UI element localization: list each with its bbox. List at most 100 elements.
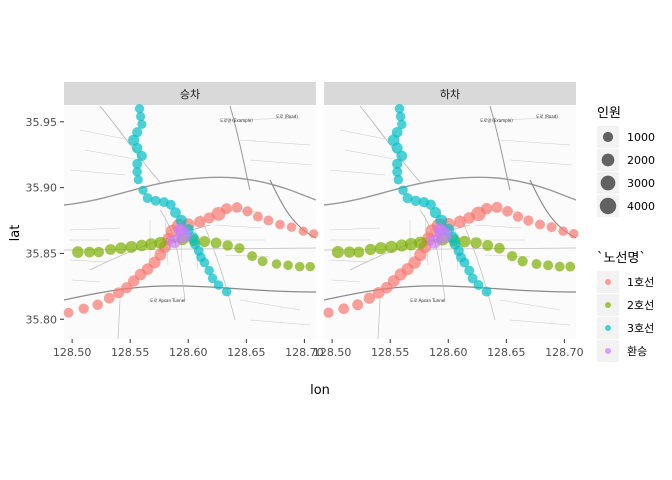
x-tick-label: 128.60 xyxy=(429,346,468,359)
point-2호선 xyxy=(364,243,377,256)
x-tick-label: 128.65 xyxy=(227,346,266,359)
point-2호선 xyxy=(374,242,387,255)
point-3호선 xyxy=(134,104,145,114)
x-tick-label: 128.50 xyxy=(53,346,92,359)
point-1호선 xyxy=(113,287,125,299)
point-3호선 xyxy=(136,111,146,122)
point-3호선 xyxy=(392,166,403,177)
point-3호선 xyxy=(213,280,224,290)
point-2호선 xyxy=(115,242,127,254)
point-1호선 xyxy=(252,211,263,222)
size-legend-label: 2000 xyxy=(627,154,655,167)
point-1호선 xyxy=(363,292,375,304)
size-legend-label: 4000 xyxy=(627,200,655,213)
point-2호선 xyxy=(93,246,105,258)
point-2호선 xyxy=(210,237,222,249)
y-tick-label: 35.80 xyxy=(26,313,58,326)
point-2호선 xyxy=(331,246,344,259)
point-3호선 xyxy=(138,185,148,195)
point-1호선 xyxy=(286,222,297,232)
point-3호선 xyxy=(481,286,492,297)
x-tick-label: 128.50 xyxy=(313,346,352,359)
point-2호선 xyxy=(494,242,505,254)
point-3호선 xyxy=(410,195,421,206)
x-axis-title: lon xyxy=(310,383,330,398)
point-3호선 xyxy=(425,199,436,210)
point-2호선 xyxy=(470,237,482,249)
point-2호선 xyxy=(136,239,148,252)
point-3호선 xyxy=(464,265,475,276)
point-2호선 xyxy=(154,236,167,249)
point-3호선 xyxy=(391,142,403,154)
strip-label: 승차 xyxy=(180,88,200,101)
x-tick-label: 128.55 xyxy=(371,346,410,359)
size-legend-label: 3000 xyxy=(627,177,655,190)
svg-text:도로 (Road): 도로 (Road) xyxy=(536,114,558,119)
size-legend: 인원 1000 2000 3000 4000 xyxy=(597,106,655,217)
point-1호선 xyxy=(568,228,579,239)
point-3호선 xyxy=(207,273,218,284)
point-3호선 xyxy=(396,150,408,162)
point-1호선 xyxy=(546,222,557,233)
point-2호선 xyxy=(247,251,258,262)
point-1호선 xyxy=(121,282,133,294)
size-legend-circle xyxy=(602,131,614,143)
point-2호선 xyxy=(234,243,245,254)
point-3호선 xyxy=(221,286,232,297)
color-legend-label: 1호선 xyxy=(627,276,654,289)
size-legend-circle xyxy=(599,197,617,215)
point-1호선 xyxy=(453,215,466,228)
size-legend-circle xyxy=(601,153,615,167)
point-2호선 xyxy=(385,240,398,254)
point-2호선 xyxy=(305,261,315,272)
point-1호선 xyxy=(558,226,568,236)
color-legend-label: 2호선 xyxy=(627,299,654,312)
point-1호선 xyxy=(480,203,493,215)
point-2호선 xyxy=(517,256,528,267)
point-1호선 xyxy=(352,299,364,311)
point-2호선 xyxy=(125,240,138,253)
point-3호선 xyxy=(133,175,143,185)
point-3호선 xyxy=(394,103,405,114)
point-2호선 xyxy=(257,256,268,267)
point-3호선 xyxy=(131,142,143,154)
point-1호선 xyxy=(338,303,350,315)
point-1호선 xyxy=(221,203,233,215)
point-2호선 xyxy=(343,246,356,258)
point-1호선 xyxy=(263,215,274,226)
point-2호선 xyxy=(283,260,293,271)
point-2호선 xyxy=(404,237,418,251)
point-2호선 xyxy=(271,259,282,269)
strip-background xyxy=(64,82,316,105)
y-tick-label: 35.95 xyxy=(26,116,58,129)
x-tick-label: 128.65 xyxy=(487,346,526,359)
y-tick-label: 35.85 xyxy=(26,247,58,260)
point-2호선 xyxy=(554,261,565,272)
svg-text:도로 Apsan Tunnel: 도로 Apsan Tunnel xyxy=(150,298,185,303)
points-layer-alighting xyxy=(323,103,579,318)
svg-text:도로명 (Example): 도로명 (Example) xyxy=(480,117,513,123)
point-1호선 xyxy=(275,219,285,230)
points-layer-boarding xyxy=(63,104,319,318)
point-1호선 xyxy=(309,229,319,239)
size-legend-label: 1000 xyxy=(627,131,655,144)
point-3호선 xyxy=(397,119,407,130)
color-legend-swatch xyxy=(605,279,611,285)
color-legend-swatch xyxy=(605,302,611,308)
svg-text:도로 (Road): 도로 (Road) xyxy=(276,114,298,119)
point-2호선 xyxy=(395,239,408,252)
point-1호선 xyxy=(231,202,243,213)
point-3호선 xyxy=(392,158,403,170)
point-1호선 xyxy=(523,215,534,226)
point-1호선 xyxy=(535,219,545,230)
facet-panel-alighting: 하차 도로명 (Example) 도로 (Road) 도로 Ap xyxy=(323,82,579,340)
point-1호선 xyxy=(491,201,503,213)
point-2호선 xyxy=(531,259,542,269)
point-2호선 xyxy=(565,261,576,272)
y-axis: 35.80 35.85 35.90 35.95 xyxy=(26,116,64,326)
point-3호선 xyxy=(435,214,448,227)
point-2호선 xyxy=(198,236,211,248)
